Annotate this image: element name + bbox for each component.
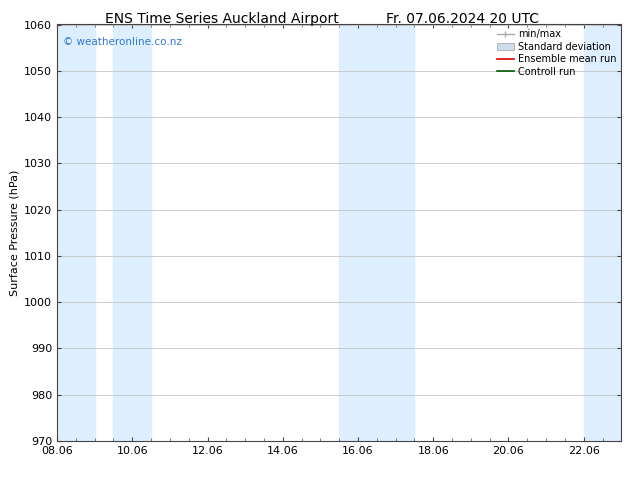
Bar [584,24,634,441]
Text: © weatheronline.co.nz: © weatheronline.co.nz [63,37,181,47]
Bar [113,24,151,441]
Text: ENS Time Series Auckland Airport: ENS Time Series Auckland Airport [105,12,339,26]
Bar [339,24,415,441]
Y-axis label: Surface Pressure (hPa): Surface Pressure (hPa) [10,170,20,296]
Bar [57,24,94,441]
Text: Fr. 07.06.2024 20 UTC: Fr. 07.06.2024 20 UTC [386,12,540,26]
Legend: min/max, Standard deviation, Ensemble mean run, Controll run: min/max, Standard deviation, Ensemble me… [495,27,618,78]
